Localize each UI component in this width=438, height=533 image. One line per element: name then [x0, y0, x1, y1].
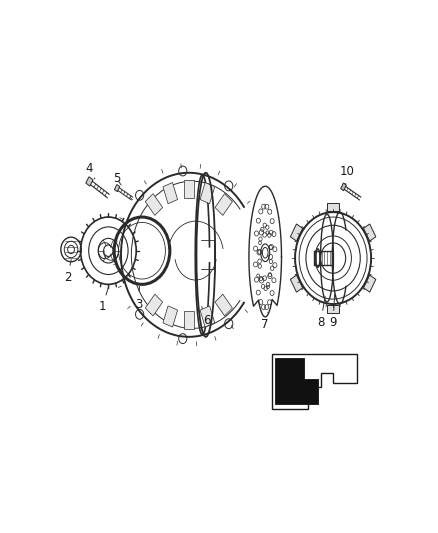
Polygon shape [163, 306, 177, 327]
Text: 3: 3 [135, 286, 143, 311]
Polygon shape [290, 275, 303, 292]
Text: 2: 2 [64, 260, 71, 284]
Polygon shape [290, 224, 303, 241]
Polygon shape [364, 224, 376, 241]
Polygon shape [200, 182, 215, 204]
Polygon shape [327, 203, 339, 211]
Polygon shape [341, 183, 346, 191]
Text: 6: 6 [201, 306, 211, 327]
Polygon shape [215, 294, 233, 316]
Polygon shape [364, 275, 376, 292]
Text: 1: 1 [99, 286, 109, 313]
Text: 10: 10 [340, 165, 355, 184]
Polygon shape [163, 182, 177, 204]
Polygon shape [327, 305, 339, 313]
Text: 4: 4 [85, 162, 95, 179]
Polygon shape [86, 177, 93, 186]
Polygon shape [276, 358, 318, 404]
Polygon shape [215, 193, 233, 215]
Polygon shape [184, 311, 194, 329]
Polygon shape [200, 306, 215, 327]
Polygon shape [145, 193, 162, 215]
Text: 9: 9 [329, 295, 337, 329]
Polygon shape [145, 294, 162, 316]
Text: 8: 8 [317, 296, 325, 329]
Text: 5: 5 [113, 172, 121, 185]
Polygon shape [114, 184, 120, 192]
Polygon shape [184, 180, 194, 198]
Text: 7: 7 [261, 312, 268, 331]
